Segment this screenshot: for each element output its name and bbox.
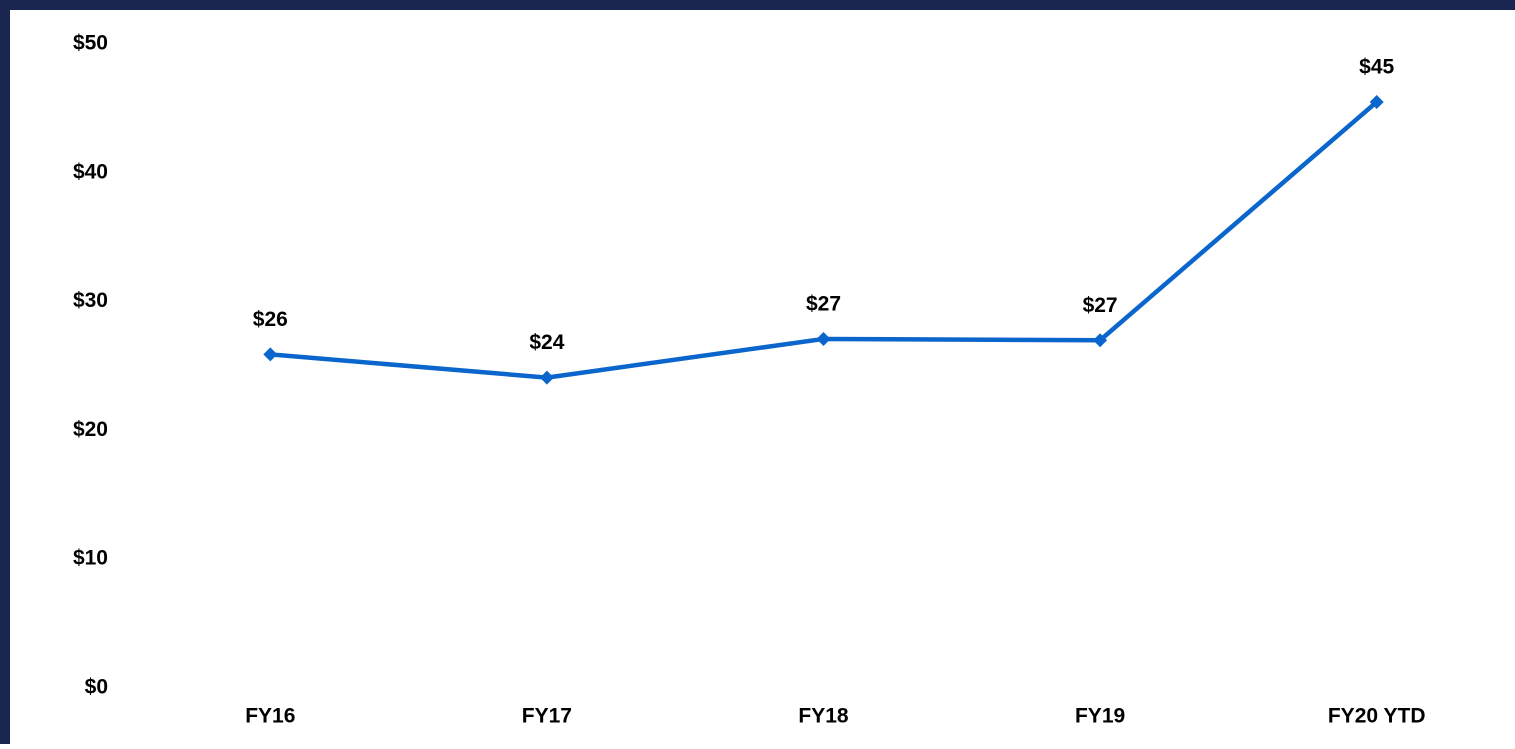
x-tick-label: FY17 [522, 705, 572, 728]
y-tick-label: $50 [73, 32, 108, 55]
data-label: $45 [1359, 56, 1394, 79]
data-label: $26 [253, 308, 288, 331]
plot-background [10, 10, 1515, 744]
x-tick-label: FY19 [1075, 705, 1125, 728]
y-tick-label: $10 [73, 547, 108, 570]
y-tick-label: $0 [85, 676, 108, 699]
data-label: $27 [806, 292, 841, 315]
marker [263, 347, 278, 362]
y-tick-label: $40 [73, 160, 108, 183]
y-tick-label: $30 [73, 289, 108, 312]
data-label: $27 [1083, 294, 1118, 317]
marker [539, 370, 554, 385]
x-tick-label: FY20 YTD [1328, 705, 1426, 728]
x-tick-label: FY18 [798, 705, 849, 728]
marker [816, 331, 831, 346]
x-tick-label: FY16 [245, 705, 295, 728]
y-tick-label: $20 [73, 418, 108, 441]
data-label: $24 [529, 331, 564, 354]
marker [1093, 333, 1108, 348]
marker [1369, 94, 1384, 109]
